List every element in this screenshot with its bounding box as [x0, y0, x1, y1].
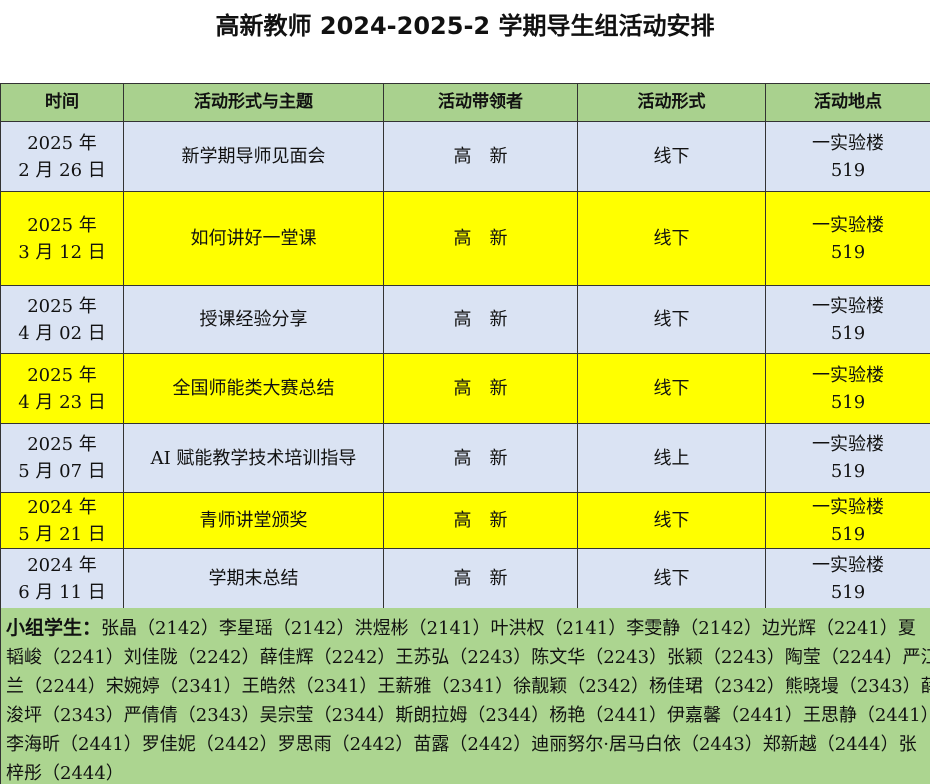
header-mode: 活动形式 [577, 83, 766, 122]
location-cell: 一实验楼 519 [765, 353, 930, 424]
location-building: 一实验楼 [812, 554, 884, 576]
date-day: 2 月 26 日 [18, 159, 106, 181]
header-leader: 活动带领者 [383, 83, 578, 122]
date-day: 4 月 02 日 [18, 322, 106, 344]
mode-cell: 线下 [577, 121, 766, 192]
date-day: 5 月 07 日 [18, 461, 106, 482]
location-room: 519 [830, 159, 866, 181]
location-cell: 一实验楼 519 [765, 492, 930, 549]
table-row: 2024 年 5 月 21 日 青师讲堂颁奖 高 新 线下 一实验楼 519 [0, 492, 930, 549]
leader-cell: 高 新 [383, 492, 578, 549]
topic-cell: 如何讲好一堂课 [123, 191, 384, 286]
date-cell: 2025 年 5 月 07 日 [0, 423, 124, 493]
date-day: 3 月 12 日 [18, 241, 106, 263]
mode-cell: 线下 [577, 548, 766, 609]
date-year: 2024 年 [27, 554, 97, 576]
date-day: 6 月 11 日 [18, 581, 106, 603]
location-building: 一实验楼 [812, 364, 884, 386]
location-building: 一实验楼 [812, 214, 884, 236]
date-year: 2025 年 [27, 214, 97, 236]
date-cell: 2025 年 4 月 23 日 [0, 353, 124, 424]
table-row: 2024 年 6 月 11 日 学期末总结 高 新 线下 一实验楼 519 [0, 548, 930, 609]
location-cell: 一实验楼 519 [765, 121, 930, 192]
location-room: 519 [830, 391, 866, 413]
header-row: 时间 活动形式与主题 活动带领者 活动形式 活动地点 [0, 83, 930, 122]
location-cell: 一实验楼 519 [765, 548, 930, 609]
table-row: 2025 年 4 月 02 日 授课经验分享 高 新 线下 一实验楼 519 [0, 285, 930, 354]
student-names: 张晶（2142）李星瑶（2142）洪煜彬（2141）叶洪权（2141）李雯静（2… [101, 618, 916, 639]
date-cell: 2024 年 5 月 21 日 [0, 492, 124, 549]
leader-cell: 高 新 [383, 121, 578, 192]
topic-cell: 学期末总结 [123, 548, 384, 609]
location-cell: 一实验楼 519 [765, 423, 930, 493]
location-cell: 一实验楼 519 [765, 191, 930, 286]
table-row: 2025 年 3 月 12 日 如何讲好一堂课 高 新 线下 一实验楼 519 [0, 191, 930, 286]
location-room: 519 [830, 241, 866, 263]
schedule-table: 时间 活动形式与主题 活动带领者 活动形式 活动地点 2025 年 2 月 26 日 新学… [0, 83, 930, 609]
location-room: 519 [830, 322, 866, 344]
topic-cell: 全国师能类大赛总结 [123, 353, 384, 424]
header-location: 活动地点 [765, 83, 930, 122]
leader-cell: 高 新 [383, 191, 578, 286]
mode-cell: 线下 [577, 285, 766, 354]
table-row: 2025 年 5 月 07 日 AI 赋能教学技术培训指导 高 新 线上 一实验楼… [0, 423, 930, 493]
date-day: 4 月 23 日 [18, 391, 106, 413]
student-line: 梓彤（2444） [6, 763, 124, 784]
topic-cell: 新学期导师见面会 [123, 121, 384, 192]
date-year: 2025 年 [27, 295, 97, 317]
date-year: 2024 年 [27, 496, 97, 518]
header-topic: 活动形式与主题 [123, 83, 384, 122]
location-room: 519 [830, 523, 866, 545]
table-row: 2025 年 2 月 26 日 新学期导师见面会 高 新 线下 一实验楼 519 [0, 121, 930, 192]
leader-cell: 高 新 [383, 285, 578, 354]
date-day: 5 月 21 日 [18, 523, 106, 545]
table-row: 2025 年 4 月 23 日 全国师能类大赛总结 高 新 线下 一实验楼 519 [0, 353, 930, 424]
date-cell: 2025 年 2 月 26 日 [0, 121, 124, 192]
leader-cell: 高 新 [383, 353, 578, 424]
topic-cell: 青师讲堂颁奖 [123, 492, 384, 549]
topic-cell: AI 赋能教学技术培训指导 [123, 423, 384, 493]
location-building: 一实验楼 [812, 295, 884, 317]
location-room: 519 [830, 581, 866, 603]
student-list: 小组学生：张晶（2142）李星瑶（2142）洪煜彬（2141）叶洪权（2141）… [0, 608, 930, 784]
location-room: 519 [830, 461, 866, 482]
page-title: 高新教师 2024-2025-2 学期导生组活动安排 [215, 12, 715, 40]
date-cell: 2024 年 6 月 11 日 [0, 548, 124, 609]
student-line: 小组学生：张晶（2142）李星瑶（2142）洪煜彬（2141）叶洪权（2141）… [6, 614, 930, 643]
date-year: 2025 年 [27, 132, 97, 154]
date-year: 2025 年 [27, 434, 97, 455]
location-building: 一实验楼 [812, 496, 884, 518]
mode-cell: 线上 [577, 423, 766, 493]
date-cell: 2025 年 3 月 12 日 [0, 191, 124, 286]
leader-cell: 高 新 [383, 423, 578, 493]
header-time: 时间 [0, 83, 124, 122]
location-building: 一实验楼 [812, 434, 884, 455]
leader-cell: 高 新 [383, 548, 578, 609]
date-cell: 2025 年 4 月 02 日 [0, 285, 124, 354]
student-line: 韬峻（2241）刘佳陇（2242）薛佳辉（2242）王苏弘（2243）陈文华（2… [6, 647, 930, 668]
student-line: 浚坪（2343）严倩倩（2343）吴宗莹（2344）斯朗拉姆（2344）杨艳（2… [6, 705, 930, 726]
date-year: 2025 年 [27, 364, 97, 386]
students-label: 小组学生： [6, 617, 102, 639]
mode-cell: 线下 [577, 492, 766, 549]
student-line: 李海昕（2441）罗佳妮（2442）罗思雨（2442）苗露（2442）迪丽努尔·… [6, 734, 917, 755]
location-building: 一实验楼 [812, 132, 884, 154]
mode-cell: 线下 [577, 353, 766, 424]
mode-cell: 线下 [577, 191, 766, 286]
location-cell: 一实验楼 519 [765, 285, 930, 354]
topic-cell: 授课经验分享 [123, 285, 384, 354]
student-line: 兰（2244）宋婉婷（2341）王皓然（2341）王薪雅（2341）徐靓颖（23… [6, 676, 930, 697]
